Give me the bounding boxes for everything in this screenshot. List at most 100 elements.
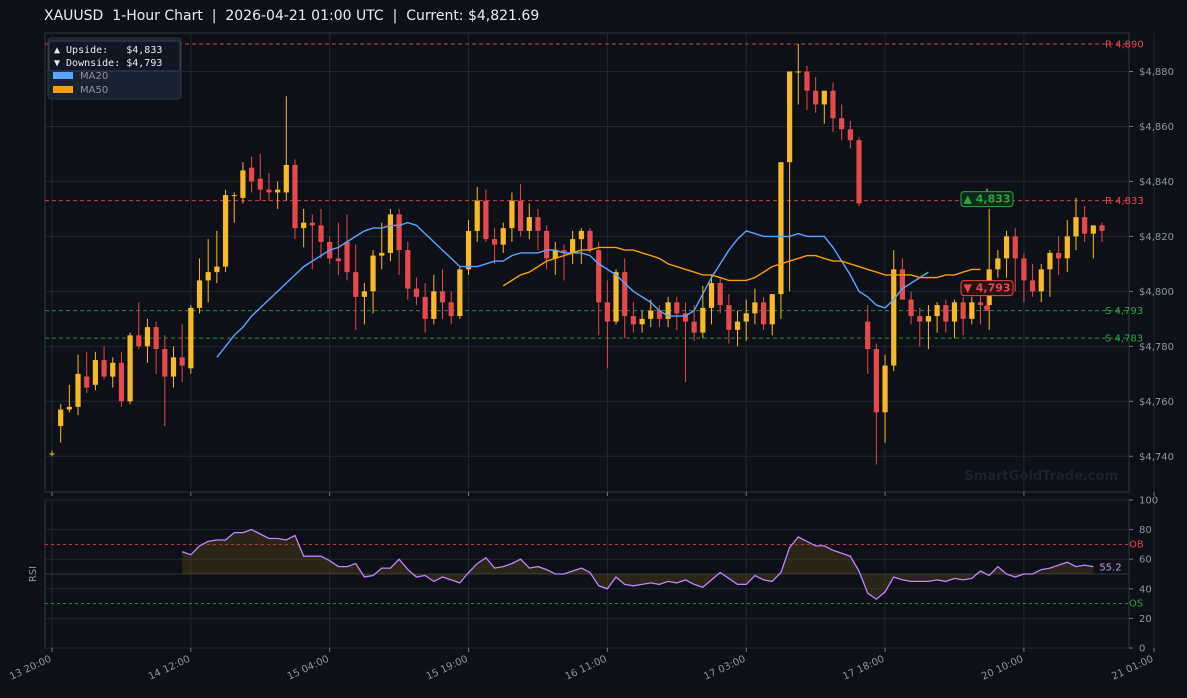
price-tick-label: $4,800 [1139, 287, 1174, 298]
candle-body [865, 321, 871, 350]
candle-body [1082, 217, 1088, 234]
time-tick-label: 16 11:00 [563, 654, 608, 683]
rsi-fill [182, 529, 1094, 600]
candle-body [318, 225, 324, 242]
level-label: R 4,890 [1105, 39, 1144, 50]
candle-body [431, 291, 437, 319]
candle-body [301, 222, 307, 229]
candle-body [1064, 236, 1070, 259]
candle-body [335, 258, 341, 262]
candle-body [1038, 269, 1044, 292]
candle-body [1047, 252, 1053, 270]
candle-body [222, 195, 229, 267]
price-panel [44, 32, 1130, 493]
rsi-panel: OB OS 55.2 [45, 528, 1144, 610]
candle-body [951, 302, 958, 322]
candle-body [474, 200, 480, 231]
chart-title: XAUUSD 1-Hour Chart | 2026-04-21 01:00 U… [44, 8, 540, 24]
candle-body [84, 376, 90, 388]
candle-body [535, 217, 541, 231]
target-down-label: ▼ 4,793 [963, 282, 1010, 295]
candle-body [1012, 236, 1018, 259]
time-tick-label: 15 19:00 [425, 654, 470, 683]
candle-body [977, 302, 984, 306]
rsi-ylabel: RSI [28, 566, 39, 582]
watermark: SmartGoldTrade.com [964, 469, 1118, 484]
candle-body [422, 296, 428, 319]
candle-body [92, 360, 98, 385]
price-tick-label: $4,880 [1139, 67, 1174, 78]
candle-body [760, 302, 767, 325]
level-label: S 4,793 [1105, 306, 1143, 317]
candle-body [925, 316, 932, 322]
current-marker [984, 304, 990, 311]
legend-label: MA50 [80, 85, 108, 96]
candle-body [1099, 225, 1105, 231]
candle-body [170, 357, 177, 377]
candle-body [370, 255, 376, 292]
candle-body [309, 222, 315, 226]
candle-body [275, 189, 281, 193]
candle-body [49, 453, 55, 455]
candle-body [934, 305, 940, 317]
time-tick-label: 14 12:00 [147, 654, 192, 683]
candle-body [1029, 280, 1036, 292]
candle-body [639, 318, 645, 325]
candle-body [448, 302, 454, 317]
candle-body [630, 316, 637, 325]
candle-body [465, 230, 472, 270]
info-box [48, 40, 181, 72]
rsi-ob-label: OB [1129, 539, 1144, 550]
candle-body [899, 269, 906, 300]
price-tick-label: $4,840 [1139, 177, 1174, 188]
candle-body [248, 167, 255, 182]
legend-swatch [53, 86, 73, 93]
candle-body [292, 164, 298, 229]
candle-body [205, 272, 211, 281]
candle-body [578, 230, 584, 240]
candle-body [656, 310, 663, 319]
candle-body [214, 266, 220, 273]
candle-body [179, 357, 185, 366]
candle-body [75, 373, 81, 407]
price-tick-label: $4,820 [1139, 232, 1174, 243]
candle-body [196, 280, 203, 308]
candle-body [943, 305, 949, 322]
candle-body [283, 164, 289, 193]
candle-body [500, 228, 506, 245]
candle-body [717, 283, 723, 306]
level-lines: R 4,890 R 4,833 S 4,793 S 4,783 [45, 39, 1144, 345]
price-tick-label: $4,860 [1139, 122, 1174, 133]
time-tick-label: 13 20:00 [8, 654, 53, 683]
candle-body [110, 362, 116, 377]
legend-label: MA20 [80, 71, 108, 82]
candle-body [491, 239, 498, 245]
candle-body [1056, 252, 1062, 259]
candle-body [813, 90, 819, 105]
rsi-tick-label: 60 [1139, 555, 1152, 566]
candle-body [856, 140, 862, 204]
level-label: R 4,833 [1105, 196, 1144, 207]
candle-body [483, 200, 489, 240]
candle-body [969, 302, 975, 319]
candle-body [648, 310, 654, 319]
candle-body [708, 283, 715, 308]
candle-body [613, 272, 619, 322]
candle-body [891, 269, 897, 366]
candle-body [127, 335, 133, 402]
rsi-tick-label: 40 [1139, 584, 1152, 595]
candle-body [162, 349, 168, 377]
upside-text: ▲ Upside: $4,833 [54, 45, 162, 56]
candle-body [795, 71, 801, 73]
candle-body [153, 327, 159, 350]
candle-body [1090, 225, 1096, 234]
candle-body [622, 272, 628, 317]
price-tick-label: $4,740 [1139, 452, 1174, 463]
candle-body [691, 321, 697, 333]
candle-body [674, 302, 680, 314]
rsi-os-label: OS [1129, 599, 1143, 610]
candle-body [752, 302, 758, 314]
rsi-tick-label: 0 [1139, 644, 1145, 655]
candle-body [413, 288, 420, 297]
candle-body [231, 195, 237, 197]
